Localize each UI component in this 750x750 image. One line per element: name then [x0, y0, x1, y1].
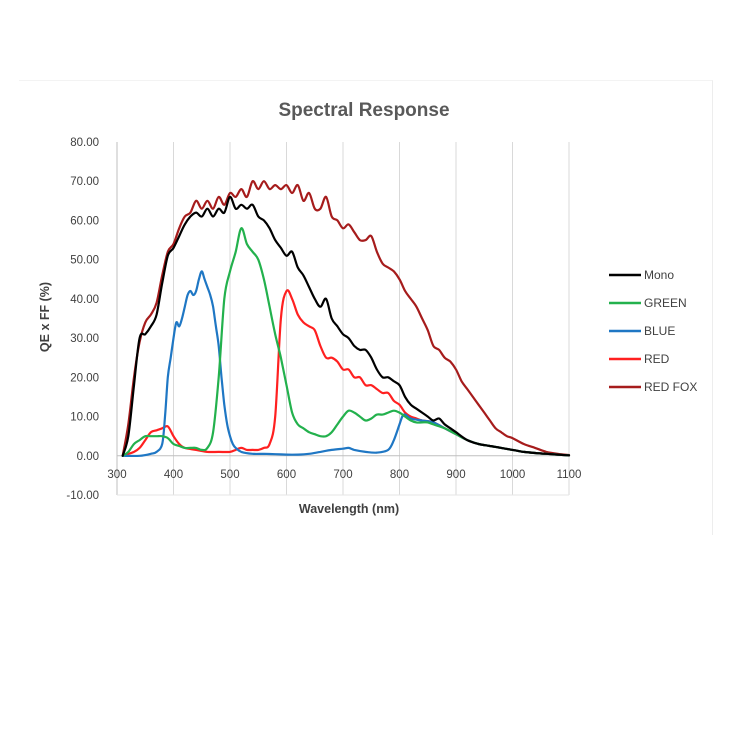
tick-labels: 300 400 500 600 700 800 900 1000 1100 -10.00 0.00 1…: [66, 137, 581, 502]
series-line-blue: [121, 270, 571, 458]
y-tick-label: 70.00: [70, 176, 99, 188]
legend-label-red: RED: [644, 352, 670, 366]
x-tick-label: 300: [107, 469, 126, 481]
legend-label-mono: Mono: [644, 268, 674, 282]
legend-label-green: GREEN: [644, 296, 687, 310]
y-tick-label: 0.00: [77, 451, 99, 463]
series-line-red: [121, 289, 571, 457]
x-tick-label: 500: [220, 469, 239, 481]
x-tick-label: 700: [333, 469, 352, 481]
y-tick-label: 10.00: [70, 412, 99, 424]
axes: [116, 142, 569, 496]
x-axis-title: Wavelength (nm): [299, 502, 399, 516]
series-line-red-fox: [121, 180, 571, 457]
chart-card: Spectral Response 300 400 500 600 700 800 900 1…: [19, 80, 713, 535]
series-line-green: [121, 227, 571, 457]
y-axis-title: QE x FF (%): [38, 282, 52, 352]
x-tick-label: 800: [390, 469, 409, 481]
x-tick-label: 400: [164, 469, 183, 481]
y-tick-label: 50.00: [70, 255, 99, 267]
y-tick-label: 40.00: [70, 294, 99, 306]
series-line-mono: [121, 195, 571, 457]
spectral-response-chart: Spectral Response 300 400 500 600 700 800 900 1…: [38, 100, 697, 516]
x-tick-label: 900: [446, 469, 465, 481]
grid-lines: [173, 142, 570, 495]
y-tick-label: 60.00: [70, 215, 99, 227]
legend-label-blue: BLUE: [644, 324, 675, 338]
series-lines: [121, 180, 571, 458]
y-tick-label: -10.00: [66, 490, 99, 502]
y-tick-label: 20.00: [70, 372, 99, 384]
x-tick-label: 600: [277, 469, 296, 481]
x-tick-label: 1100: [557, 469, 582, 481]
y-tick-label: 80.00: [70, 137, 99, 149]
legend-label-red-fox: RED FOX: [644, 380, 697, 394]
legend: Mono GREEN BLUE RED RED FOX: [609, 268, 697, 394]
y-tick-label: 30.00: [70, 333, 99, 345]
x-tick-label: 1000: [500, 469, 526, 481]
chart-title: Spectral Response: [278, 100, 449, 121]
